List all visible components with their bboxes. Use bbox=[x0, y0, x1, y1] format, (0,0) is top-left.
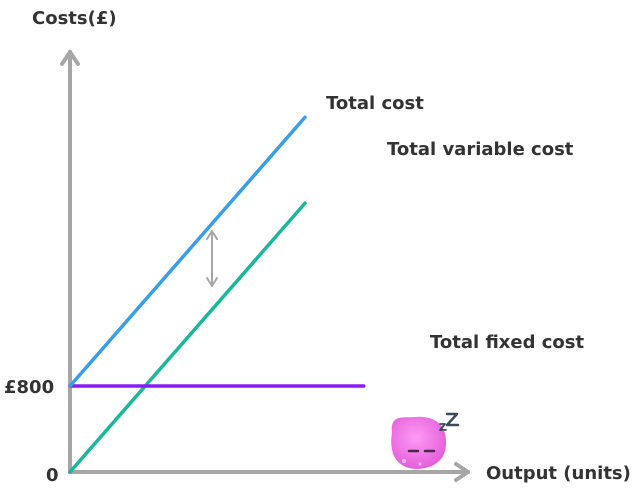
y-tick-label-0: 0 bbox=[46, 465, 59, 486]
series-label-total-fixed-cost: Total fixed cost bbox=[430, 332, 585, 353]
x-axis-title: Output (units) bbox=[486, 463, 631, 484]
gap-arrow bbox=[206, 230, 218, 287]
y-tick-label-800: £800 bbox=[4, 377, 54, 398]
y-axis-title: Costs(£) bbox=[32, 8, 117, 29]
series-line-total-variable-cost bbox=[68, 201, 307, 474]
series-line-total-cost bbox=[68, 115, 307, 388]
x-axis-arrowhead bbox=[454, 462, 470, 482]
sleeping-blob-mascot-icon bbox=[391, 412, 460, 469]
series-label-total-variable-cost: Total variable cost bbox=[387, 139, 574, 160]
series-label-total-cost: Total cost bbox=[326, 93, 424, 114]
y-axis-arrowhead bbox=[60, 50, 80, 66]
